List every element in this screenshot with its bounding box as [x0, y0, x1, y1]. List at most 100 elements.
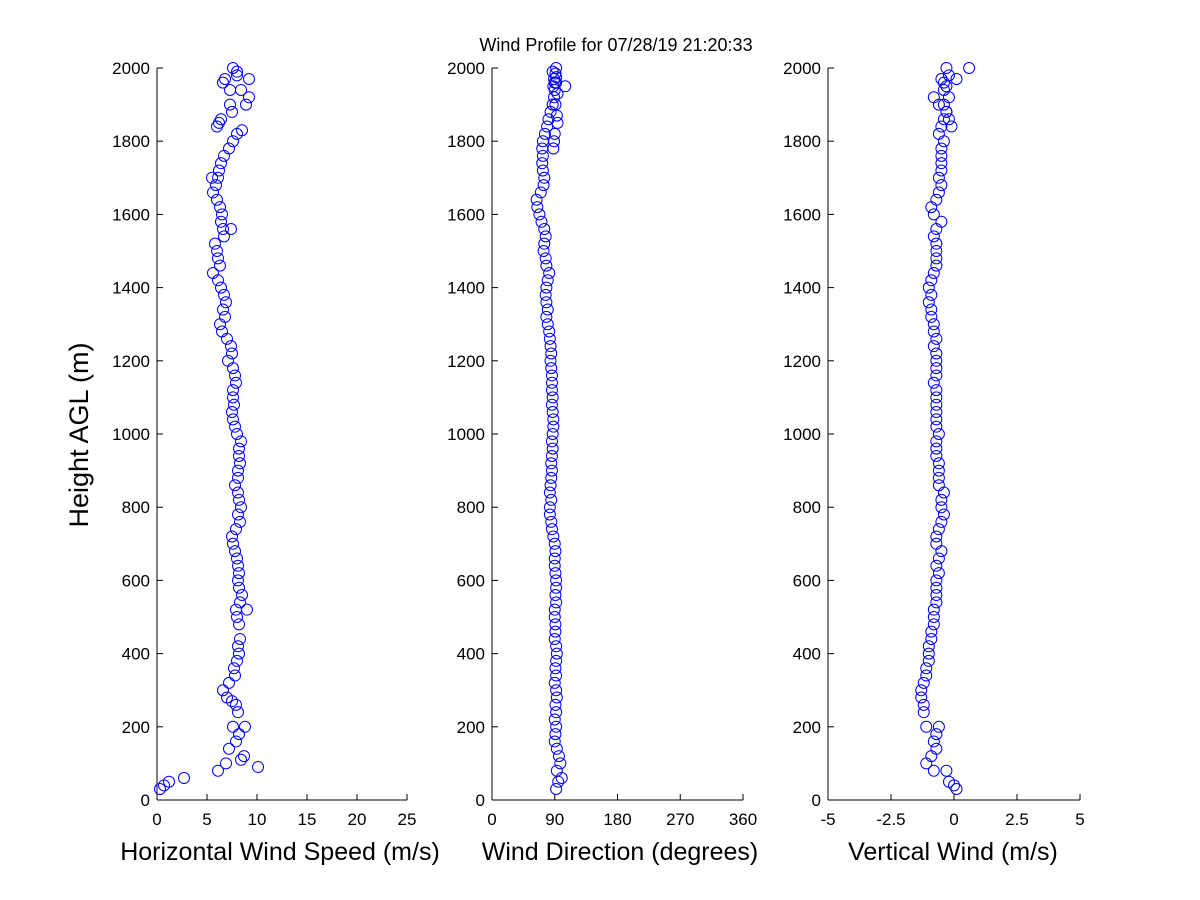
data-point — [232, 706, 244, 719]
y-tick-label: 1000 — [447, 425, 485, 444]
data-point — [236, 124, 248, 137]
data-point — [935, 72, 948, 85]
data-point — [932, 464, 945, 477]
data-point — [548, 559, 561, 572]
data-point — [925, 274, 938, 287]
data-point — [932, 479, 945, 492]
data-point — [550, 574, 563, 587]
data-point — [930, 581, 943, 594]
data-point — [530, 193, 543, 206]
data-point — [927, 340, 940, 353]
data-point — [920, 662, 933, 675]
data-point — [543, 332, 556, 345]
data-point — [533, 208, 546, 221]
y-tick-label: 1600 — [447, 205, 485, 224]
data-point — [217, 684, 229, 697]
data-point — [217, 223, 229, 236]
data-point — [214, 259, 226, 272]
x-tick-label: 20 — [348, 810, 367, 829]
data-point — [550, 640, 563, 653]
y-tick-label: 1000 — [112, 425, 150, 444]
data-point — [539, 252, 552, 265]
data-point — [234, 596, 246, 609]
data-point — [935, 157, 948, 170]
data-point — [930, 384, 943, 397]
data-point — [211, 245, 223, 257]
data-point — [218, 230, 230, 243]
data-point — [930, 574, 943, 587]
data-point — [232, 471, 244, 484]
y-tick-label: 0 — [141, 791, 150, 810]
data-point — [541, 303, 554, 316]
data-point — [543, 501, 556, 514]
data-point — [212, 764, 224, 777]
data-point — [544, 479, 557, 492]
xlabel-horizontal-wind-speed: Horizontal Wind Speed (m/s) — [120, 838, 440, 866]
data-point — [549, 567, 562, 580]
data-point — [544, 340, 557, 353]
data-point — [920, 720, 933, 733]
data-point — [226, 347, 238, 360]
data-point — [548, 713, 561, 726]
data-point — [230, 698, 242, 711]
data-point — [235, 435, 247, 448]
x-tick-label: 360 — [729, 810, 757, 829]
data-point — [215, 281, 227, 294]
x-tick-label: 5 — [1075, 810, 1084, 829]
data-point — [549, 698, 562, 711]
data-point — [225, 340, 237, 353]
data-point — [227, 384, 239, 397]
data-point — [930, 728, 943, 741]
data-point — [942, 775, 955, 788]
y-tick-label: 1400 — [112, 279, 150, 298]
data-point — [930, 420, 943, 433]
x-tick-label: 180 — [603, 810, 631, 829]
data-point — [233, 442, 245, 455]
y-tick-label: 1400 — [783, 279, 821, 298]
data-point — [930, 332, 943, 345]
data-point — [224, 83, 236, 96]
data-point — [219, 72, 231, 85]
data-point — [231, 428, 243, 440]
data-point — [930, 530, 943, 543]
y-tick-label: 800 — [122, 498, 150, 517]
data-point — [207, 266, 219, 279]
y-tick-label: 1600 — [783, 205, 821, 224]
xlabel-vertical-wind: Vertical Wind (m/s) — [848, 838, 1058, 866]
data-point — [227, 135, 239, 148]
data-point — [548, 632, 561, 645]
x-tick-label: 2.5 — [1005, 810, 1029, 829]
data-point — [927, 611, 940, 623]
data-point — [243, 91, 255, 104]
data-point — [935, 164, 948, 177]
data-point — [922, 296, 935, 309]
data-point — [550, 669, 563, 682]
data-point — [215, 113, 227, 126]
data-point — [935, 142, 948, 155]
data-point — [536, 164, 549, 177]
data-point — [239, 720, 251, 733]
data-point — [548, 135, 561, 148]
data-point — [212, 252, 224, 265]
data-point — [927, 325, 940, 338]
data-point — [932, 720, 945, 733]
data-point — [927, 618, 940, 631]
panel-wind-direction: 0 200 400 600 800 1000 1200 1400 1600 1800 2000 0 90… — [447, 59, 757, 829]
data-point — [154, 783, 166, 796]
data-point — [547, 80, 560, 93]
data-point — [232, 486, 244, 499]
data-point — [925, 288, 938, 301]
x-tick-label: 270 — [666, 810, 694, 829]
data-point — [930, 252, 943, 265]
data-point — [922, 281, 935, 294]
data-point — [227, 413, 239, 426]
data-point — [538, 237, 551, 250]
data-point — [233, 728, 245, 741]
data-point — [231, 552, 243, 565]
data-point — [233, 647, 245, 660]
data-point — [932, 171, 945, 184]
data-point — [211, 193, 223, 206]
data-point — [550, 654, 563, 667]
data-point — [229, 545, 241, 558]
data-point — [548, 127, 561, 140]
